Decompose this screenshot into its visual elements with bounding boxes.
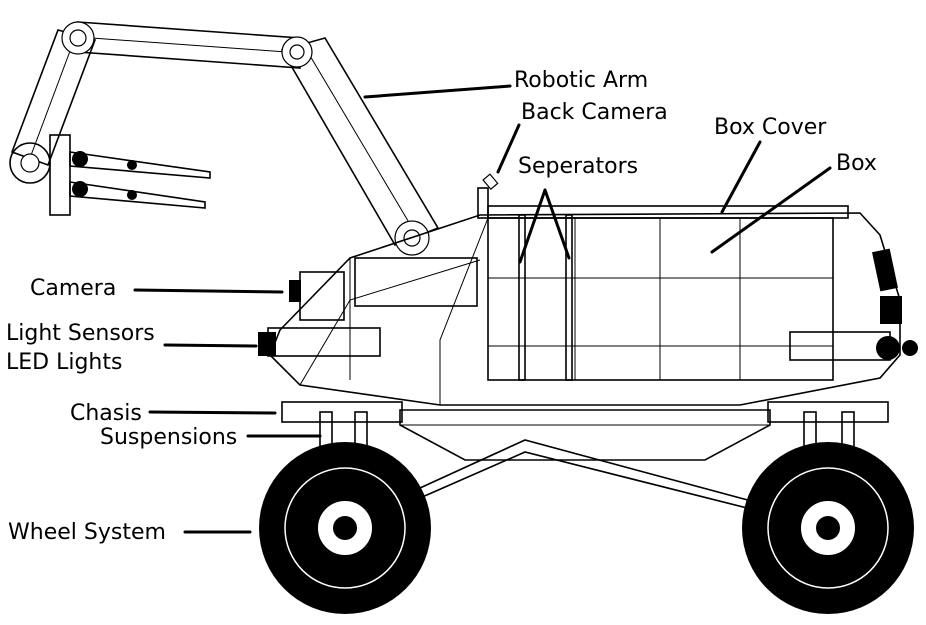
label-wheel-system: Wheel System — [8, 520, 166, 545]
label-led-lights: LED Lights — [6, 350, 122, 375]
leader-seperators-2 — [543, 188, 571, 260]
wheel-system-drawing — [259, 442, 914, 614]
label-robotic-arm: Robotic Arm — [514, 68, 648, 93]
robotic-arm-drawing — [9, 21, 440, 256]
label-seperators: Seperators — [518, 154, 638, 179]
leader-box — [710, 166, 832, 254]
label-box: Box — [836, 151, 877, 176]
labels: Robotic Arm Back Camera Box Cover Sepera… — [6, 68, 877, 545]
label-camera: Camera — [30, 276, 116, 301]
leader-lines — [133, 84, 832, 534]
label-chasis: Chasis — [70, 401, 142, 426]
leader-box-cover — [720, 140, 762, 214]
label-suspensions: Suspensions — [100, 425, 237, 450]
label-light-sensors: Light Sensors — [6, 321, 155, 346]
label-box-cover: Box Cover — [714, 115, 827, 140]
leader-light-sensors — [163, 343, 258, 348]
leader-seperators-1 — [518, 188, 547, 264]
leader-camera — [133, 288, 284, 294]
leader-robotic-arm — [363, 84, 512, 99]
leader-back-camera — [496, 123, 521, 174]
rover-body-drawing — [258, 173, 918, 406]
label-back-camera: Back Camera — [521, 100, 668, 125]
leader-chasis — [148, 410, 277, 415]
